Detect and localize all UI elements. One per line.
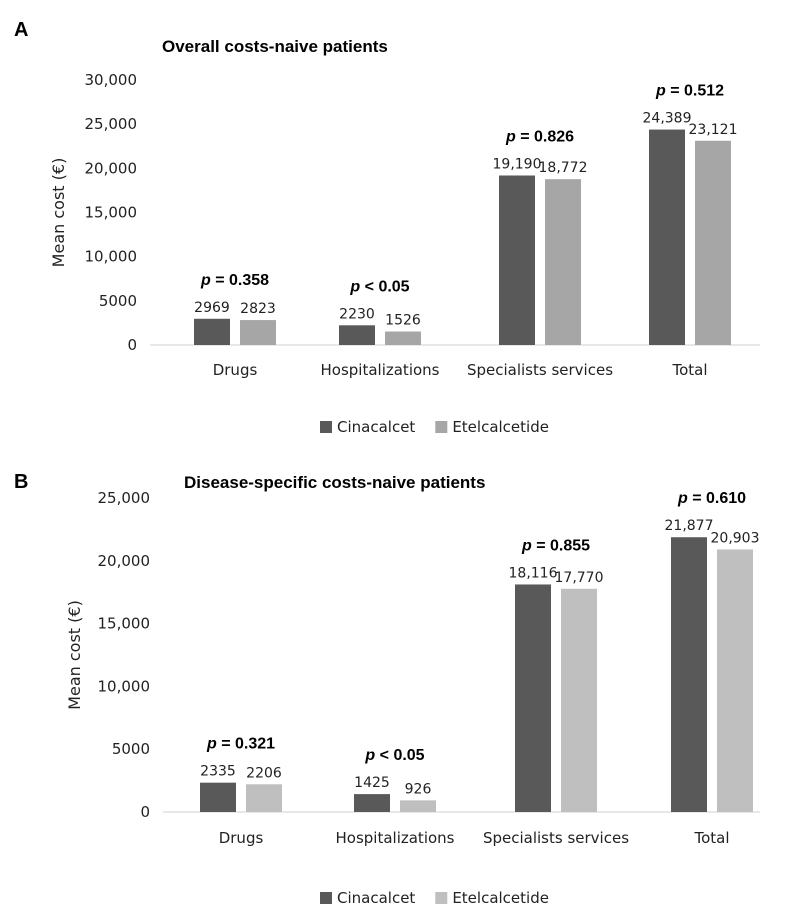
panel-a-legend-swatch-etelcalcetide: [435, 421, 448, 433]
panel-a-y-tick-label: 20,000: [85, 159, 138, 177]
panel-a-data-label: 1526: [385, 313, 421, 329]
panel-b-y-tick-label: 20,000: [98, 552, 151, 570]
panel-b-p-value-label: p = 0.610: [677, 490, 746, 507]
panel-a-x-tick-label: Specialists services: [467, 361, 613, 379]
panel-b-legend-label-etelcalcetide: Etelcalcetide: [452, 889, 549, 907]
panel-b-p-value-label: p = 0.855: [521, 537, 590, 554]
panel-b-letter: B: [14, 471, 28, 493]
panel-b-data-label: 926: [405, 781, 432, 797]
panel-a-bar-cinacalcet: [649, 129, 685, 345]
panel-b-x-tick-label: Total: [693, 829, 729, 847]
panel-a-y-tick-label: 15,000: [85, 204, 138, 222]
panel-a-title: Overall costs-naive patients: [162, 37, 388, 56]
panel-a-data-label: 24,389: [643, 111, 692, 127]
panel-a-bar-etelcalcetide: [385, 331, 421, 345]
panel-a-bar-etelcalcetide: [240, 320, 276, 345]
panel-a-data-label: 2969: [194, 300, 230, 316]
panel-a-y-tick-label: 30,000: [85, 71, 138, 89]
panel-b-data-label: 2335: [200, 764, 236, 780]
panel-a-bar-cinacalcet: [194, 318, 230, 345]
panel-a-x-tick-label: Hospitalizations: [321, 361, 440, 379]
panel-b-y-tick-label: 15,000: [98, 615, 151, 633]
panel-a-p-value-label: p = 0.358: [200, 272, 269, 289]
panel-a-data-label: 23,121: [689, 122, 738, 138]
panel-b-data-label: 17,770: [555, 570, 604, 586]
panel-b-y-axis-label: Mean cost (€): [65, 600, 84, 710]
panel-a-data-label: 18,772: [539, 160, 588, 176]
panel-b-legend-label-cinacalcet: Cinacalcet: [337, 889, 415, 907]
panel-b-data-label: 2206: [246, 765, 282, 781]
panel-b-y-tick-label: 5000: [112, 740, 150, 758]
panel-a-bar-cinacalcet: [339, 325, 375, 345]
panel-b-bar-cinacalcet: [200, 782, 236, 812]
panel-a-letter: A: [14, 19, 28, 41]
panel-b-y-tick-label: 10,000: [98, 677, 151, 695]
panel-b-data-label: 18,116: [509, 565, 558, 581]
panel-a-y-tick-label: 10,000: [85, 248, 138, 266]
panel-b-legend-swatch-cinacalcet: [320, 892, 332, 904]
panel-b-bar-etelcalcetide: [400, 800, 436, 812]
panel-a-bar-etelcalcetide: [545, 179, 581, 345]
panel-a-x-tick-label: Drugs: [213, 361, 258, 379]
panel-b-bar-etelcalcetide: [717, 549, 753, 812]
panel-b-x-tick-label: Hospitalizations: [336, 829, 455, 847]
panel-a-y-axis-label: Mean cost (€): [49, 158, 68, 268]
panel-b-bar-cinacalcet: [354, 794, 390, 812]
panel-b-y-tick-label: 25,000: [98, 489, 151, 507]
panel-a-y-tick-label: 0: [127, 336, 137, 354]
panel-b-y-tick-label: 0: [140, 803, 150, 821]
panel-b-title: Disease-specific costs-naive patients: [184, 473, 485, 492]
panel-a-data-label: 19,190: [493, 156, 542, 172]
panel-b-p-value-label: p < 0.05: [364, 747, 424, 764]
panel-a-bar-cinacalcet: [499, 175, 535, 345]
panel-a-legend-swatch-cinacalcet: [320, 421, 332, 433]
panel-a-p-value-label: p = 0.512: [655, 83, 724, 100]
panel-b-x-tick-label: Specialists services: [483, 829, 629, 847]
panel-b-data-label: 20,903: [711, 530, 760, 546]
panel-b-legend-swatch-etelcalcetide: [435, 892, 448, 904]
panel-b-bar-cinacalcet: [515, 584, 551, 812]
panel-a-p-value-label: p = 0.826: [505, 128, 574, 145]
panel-b-bar-etelcalcetide: [246, 784, 282, 812]
panel-b-x-tick-label: Drugs: [219, 829, 264, 847]
panel-a-y-tick-label: 5000: [99, 292, 137, 310]
panel-a-x-tick-label: Total: [671, 361, 707, 379]
panel-a-y-tick-label: 25,000: [85, 115, 138, 133]
panel-b-data-label: 1425: [354, 775, 390, 791]
panel-a-data-label: 2230: [339, 306, 375, 322]
panel-b-bar-cinacalcet: [671, 537, 707, 812]
panel-a-legend-label-etelcalcetide: Etelcalcetide: [452, 418, 549, 436]
panel-b-data-label: 21,877: [665, 518, 714, 534]
panel-b-bar-etelcalcetide: [561, 588, 597, 812]
panel-a-p-value-label: p < 0.05: [349, 278, 409, 295]
panel-a-legend-label-cinacalcet: Cinacalcet: [337, 418, 415, 436]
panel-a-data-label: 2823: [240, 301, 276, 317]
panel-b-p-value-label: p = 0.321: [206, 736, 275, 753]
panel-a-bar-etelcalcetide: [695, 140, 731, 345]
